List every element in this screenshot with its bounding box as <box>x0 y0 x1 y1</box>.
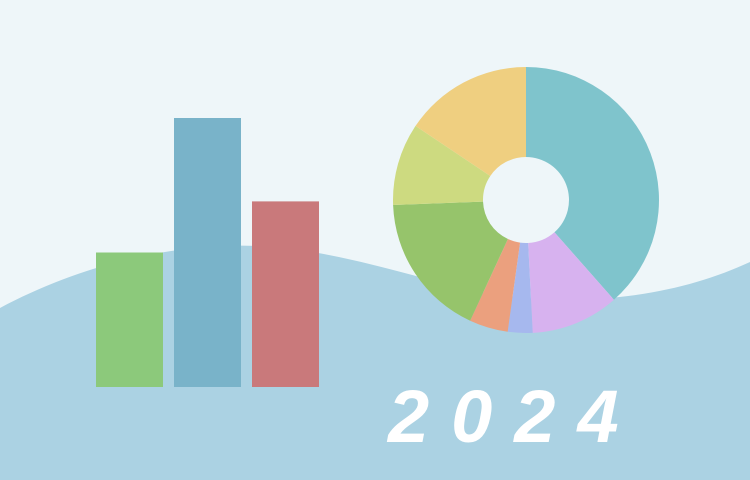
donut-slice-6 <box>393 125 491 206</box>
year-label: 2024 <box>388 375 641 458</box>
donut-slice-2 <box>528 232 614 333</box>
bar-chart <box>96 118 319 387</box>
donut-slice-3 <box>507 242 533 333</box>
donut-slice-4 <box>470 239 521 332</box>
bar-1 <box>96 252 163 387</box>
bar-3 <box>252 201 319 387</box>
donut-slice-1 <box>526 67 659 300</box>
donut-slice-7 <box>415 67 526 177</box>
donut-slice-5 <box>393 201 508 321</box>
donut-chart <box>393 67 659 333</box>
bar-2 <box>174 118 241 387</box>
